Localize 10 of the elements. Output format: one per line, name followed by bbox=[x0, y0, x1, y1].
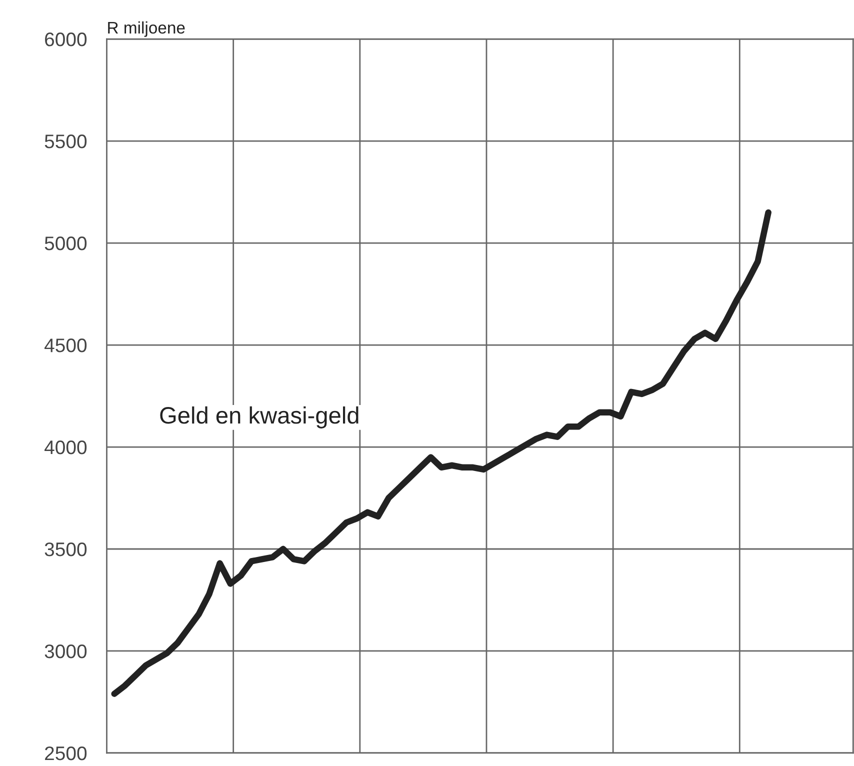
text: Geld en kwasi-geld bbox=[160, 406, 358, 428]
y-tick-label: 5500 bbox=[44, 134, 87, 148]
y-tick-label: 4000 bbox=[44, 440, 87, 454]
y-axis-title: R miljoene bbox=[108, 21, 185, 37]
y-tick-label: 2500 bbox=[45, 746, 87, 760]
y-tick-label: 3500 bbox=[44, 542, 87, 556]
y-tick-label: 4500 bbox=[44, 338, 87, 352]
y-tick-label: 3000 bbox=[44, 644, 87, 658]
y-tick-label: 6000 bbox=[45, 32, 87, 46]
y-tick-label: 5000 bbox=[44, 236, 87, 250]
